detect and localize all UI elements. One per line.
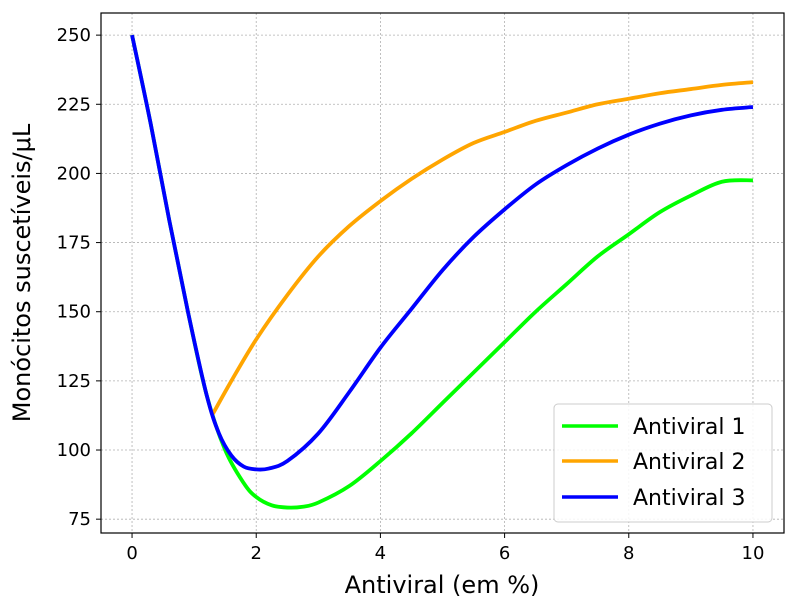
plot-frame [100, 12, 785, 534]
x-tick-label: 6 [499, 543, 510, 564]
grid [101, 13, 784, 533]
y-tick-label: 150 [57, 302, 91, 323]
y-tick-label: 200 [57, 163, 91, 184]
legend-label-antiviral-2: Antiviral 2 [633, 450, 746, 475]
y-tick-label: 100 [57, 440, 91, 461]
y-tick-label: 250 [57, 25, 91, 46]
y-tick-label: 175 [57, 233, 91, 254]
y-tick-label: 125 [57, 371, 91, 392]
x-tick-label: 0 [126, 543, 137, 564]
x-axis-title: Antiviral (em %) [345, 571, 540, 599]
series-group [130, 34, 754, 510]
x-tick-label: 8 [623, 543, 634, 564]
y-tick-label: 225 [57, 94, 91, 115]
legend-box [553, 403, 773, 523]
legend: Antiviral 1 Antiviral 2 Antiviral 3 [553, 403, 773, 523]
ticks: 0 2 4 6 8 10 75 100 125 150 175 200 225 250 [57, 25, 765, 564]
legend-label-antiviral-1: Antiviral 1 [633, 415, 746, 440]
x-tick-label: 10 [742, 543, 765, 564]
y-axis-title: Monócitos suscetíveis/μL [8, 123, 36, 422]
series-line-antiviral-3 [130, 34, 754, 472]
x-tick-label: 2 [251, 543, 262, 564]
legend-label-antiviral-3: Antiviral 3 [633, 486, 746, 511]
y-tick-label: 75 [68, 509, 91, 530]
x-tick-label: 4 [375, 543, 386, 564]
series-line-antiviral-2 [211, 80, 754, 415]
